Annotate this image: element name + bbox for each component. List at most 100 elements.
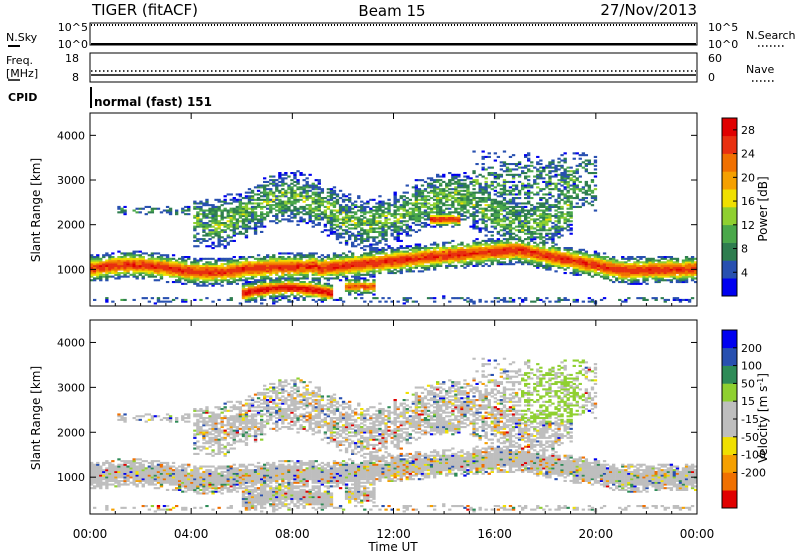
power-cell <box>384 222 388 225</box>
power-cell <box>375 209 379 212</box>
power-cell <box>320 286 325 289</box>
power-cell <box>429 197 434 200</box>
power-cell <box>472 188 476 191</box>
power-cell <box>508 259 513 262</box>
power-cell <box>484 256 488 259</box>
power-cell <box>472 211 476 214</box>
power-cell <box>332 213 337 216</box>
power-cell <box>508 193 513 196</box>
power-cell <box>335 202 340 205</box>
power-cell <box>436 175 440 178</box>
power-cell <box>296 284 300 287</box>
power-cell <box>344 232 349 235</box>
power-cell <box>411 195 416 198</box>
power-cell <box>217 257 221 260</box>
power-cell <box>272 286 276 289</box>
power-cell <box>560 211 564 214</box>
power-cell <box>436 243 440 246</box>
power-cell <box>469 202 473 205</box>
power-cell <box>366 289 370 292</box>
power-cell <box>557 300 561 303</box>
power-cell <box>563 200 567 203</box>
power-cell <box>369 207 373 210</box>
power-cell <box>451 204 455 207</box>
power-cell <box>366 279 370 282</box>
power-cell <box>253 293 258 296</box>
power-cell <box>156 279 161 282</box>
power-cell <box>572 252 576 255</box>
power-cell <box>560 184 564 187</box>
power-cell <box>545 220 549 223</box>
power-cell <box>357 288 361 291</box>
power-cell <box>551 188 555 191</box>
power-cell <box>99 268 103 271</box>
power-cell <box>527 182 531 185</box>
power-cell <box>557 197 561 200</box>
power-cell <box>332 268 337 271</box>
power-cell <box>569 205 573 208</box>
power-cell <box>269 179 273 182</box>
power-cell <box>454 182 458 185</box>
power-cell <box>123 254 127 257</box>
power-cell <box>569 202 573 205</box>
power-cell <box>524 177 528 180</box>
power-cell <box>326 268 331 271</box>
power-cell <box>293 213 297 216</box>
power-cell <box>548 209 552 212</box>
power-cell <box>351 286 355 289</box>
power-cell <box>405 256 409 259</box>
power-cell <box>448 263 452 266</box>
power-cell <box>132 268 136 271</box>
power-cell <box>284 273 288 276</box>
power-cell <box>329 286 334 289</box>
power-cell <box>329 195 334 198</box>
power-cell <box>360 268 364 271</box>
power-cell <box>439 179 443 182</box>
power-cell <box>165 281 170 284</box>
power-cell <box>338 256 343 259</box>
power-cell <box>575 168 579 171</box>
power-cell <box>433 263 437 266</box>
power-cell <box>530 207 534 210</box>
power-cell <box>171 254 176 257</box>
power-cell <box>533 179 537 182</box>
power-cell <box>366 264 370 267</box>
power-cell <box>305 204 309 207</box>
power-cell <box>266 195 270 198</box>
power-cell <box>484 234 488 237</box>
power-cell <box>184 266 188 269</box>
power-cell <box>442 295 446 298</box>
power-cell <box>132 272 136 275</box>
power-cell <box>429 189 434 192</box>
power-cell <box>168 272 173 275</box>
power-cell <box>372 238 376 241</box>
power-cell <box>214 282 218 285</box>
power-cell <box>241 222 246 225</box>
power-cell <box>408 270 413 273</box>
power-cell <box>575 256 579 259</box>
power-cell <box>530 248 534 251</box>
power-cell <box>168 257 173 260</box>
power-cell <box>527 170 531 173</box>
power-cell <box>451 191 455 194</box>
power-cell <box>366 282 370 285</box>
power-cell <box>269 257 273 260</box>
power-cell <box>278 263 282 266</box>
power-cell <box>311 198 315 201</box>
power-cell <box>171 264 176 267</box>
power-cell <box>472 170 476 173</box>
power-cell <box>433 191 437 194</box>
power-cell <box>208 220 212 223</box>
power-cell <box>542 250 546 253</box>
power-cell <box>311 257 315 260</box>
power-cell <box>269 282 273 285</box>
power-cell <box>202 222 206 225</box>
power-cell <box>326 288 331 291</box>
power-cell <box>253 268 258 271</box>
power-cell <box>566 189 570 192</box>
power-cell <box>457 213 461 216</box>
power-cell <box>269 289 273 292</box>
power-cell <box>469 252 473 255</box>
power-cell <box>326 222 331 225</box>
power-cell <box>363 213 367 216</box>
